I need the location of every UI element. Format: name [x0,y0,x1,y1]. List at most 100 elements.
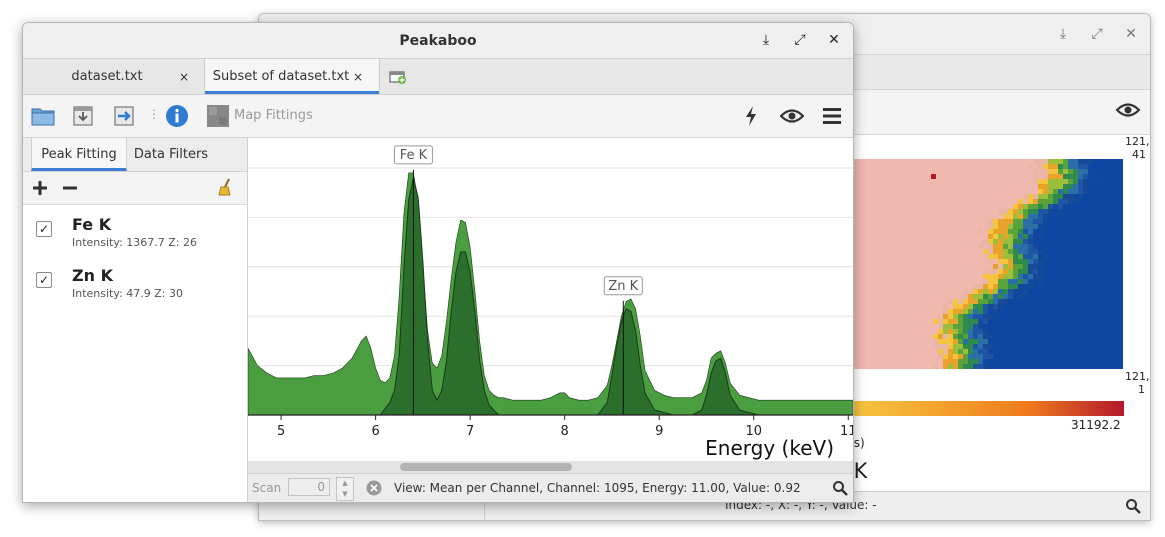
heatmap-cell [923,189,929,195]
map-window-maximize-icon[interactable]: ⤢ [1091,26,1103,42]
heatmap-cell [1103,334,1109,340]
heatmap-cell [1068,339,1074,345]
heatmap-cell [958,274,964,280]
map-heatmap[interactable] [853,159,1123,369]
open-folder-icon[interactable] [31,106,55,126]
heatmap-cell [1028,239,1034,245]
eye-icon[interactable] [780,108,804,124]
heatmap-cell [1068,314,1074,320]
heatmap-cell [958,309,964,315]
heatmap-cell [1053,324,1059,330]
fitting-checkbox[interactable]: ✓ [36,272,52,288]
heatmap-cell [1073,314,1079,320]
info-icon[interactable] [165,104,189,128]
heatmap-cell [1073,364,1079,369]
heatmap-cell [968,179,974,185]
menu-icon[interactable] [822,106,842,126]
scan-stepper[interactable]: ▲ ▼ [336,477,354,501]
heatmap-cell [1108,204,1114,210]
heatmap-cell [1068,284,1074,290]
tab-close-icon[interactable]: × [353,70,364,84]
export-icon[interactable] [113,105,135,127]
heatmap-cell [1113,349,1119,355]
maximize-icon[interactable]: ⤢ [794,32,806,48]
map-window-download-icon[interactable]: ⤓ [1059,26,1067,42]
map-window-search-icon[interactable] [1125,498,1141,514]
heatmap-cell [1113,314,1119,320]
heatmap-cell [858,334,864,340]
fitting-row-zn[interactable]: ✓ Zn K Intensity: 47.9 Z: 30 [23,266,247,312]
heatmap-cell [1088,214,1094,220]
heatmap-cell [958,299,964,305]
heatmap-cell [888,294,894,300]
heatmap-cell [973,169,979,175]
heatmap-cell [923,204,929,210]
heatmap-cell [943,224,949,230]
heatmap-cell [1113,324,1119,330]
heatmap-cell [858,164,864,170]
heatmap-cell [903,359,909,365]
heatmap-cell [1008,269,1014,275]
heatmap-cell [1118,339,1123,345]
heatmap-cell [1103,329,1109,335]
heatmap-cell [1098,284,1104,290]
fitting-checkbox[interactable]: ✓ [36,221,52,237]
map-window-eye-icon[interactable] [1116,102,1140,118]
heatmap-cell [1023,364,1029,369]
heatmap-cell [918,239,924,245]
scan-input[interactable] [288,478,330,496]
heatmap-cell [1083,159,1089,165]
heatmap-cell [1018,304,1024,310]
heatmap-cell [1118,314,1123,320]
heatmap-cell [923,364,929,369]
map-fittings-icon[interactable] [207,105,229,127]
heatmap-cell [1033,329,1039,335]
heatmap-cell [1103,299,1109,305]
lightning-icon[interactable] [744,105,758,127]
clear-circle-icon[interactable] [366,480,382,496]
heatmap-cell [968,229,974,235]
heatmap-cell [1113,274,1119,280]
heatmap-cell [998,364,1004,369]
heatmap-cell [928,214,934,220]
heatmap-cell [1003,284,1009,290]
tab-peak-fitting[interactable]: Peak Fitting [31,138,127,171]
tab-subset-dataset[interactable]: Subset of dataset.txt × [205,59,379,94]
new-tab-icon[interactable] [389,70,407,84]
heatmap-cell [908,339,914,345]
heatmap-cell [933,249,939,255]
heatmap-cell [923,224,929,230]
heatmap-cell [923,214,929,220]
heatmap-cell [978,239,984,245]
tab-dataset[interactable]: dataset.txt × [23,59,204,94]
map-fittings-button[interactable]: Map Fittings [234,108,313,123]
annotation-label: Fe K [400,148,428,163]
heatmap-cell [988,244,994,250]
heatmap-cell [1058,229,1064,235]
heatmap-cell [913,264,919,270]
close-window-icon[interactable]: ✕ [828,32,840,48]
remove-icon[interactable] [63,181,77,195]
heatmap-cell [1098,169,1104,175]
heatmap-cell [1003,289,1009,295]
horizontal-scrollbar[interactable] [248,461,853,473]
spectrum-chart[interactable]: Fe KZn K567891011Energy (keV) [247,138,853,461]
save-icon[interactable] [72,105,94,127]
heatmap-cell [898,169,904,175]
heatmap-cell [963,264,969,270]
tab-close-icon[interactable]: × [179,70,190,84]
tab-data-filters[interactable]: Data Filters [133,147,209,162]
heatmap-cell [903,344,909,350]
heatmap-cell [1028,284,1034,290]
heatmap-cell [1093,259,1099,265]
add-icon[interactable] [33,181,47,195]
map-window-close-icon[interactable]: ✕ [1125,26,1137,42]
download-icon[interactable]: ⤓ [762,32,770,48]
scrollbar-thumb[interactable] [400,463,572,471]
heatmap-cell [1013,184,1019,190]
heatmap-cell [1063,264,1069,270]
fitting-row-fe[interactable]: ✓ Fe K Intensity: 1367.7 Z: 26 [23,215,247,261]
heatmap-cell [1063,214,1069,220]
clear-broom-icon[interactable] [218,178,232,196]
search-icon[interactable] [832,480,848,496]
